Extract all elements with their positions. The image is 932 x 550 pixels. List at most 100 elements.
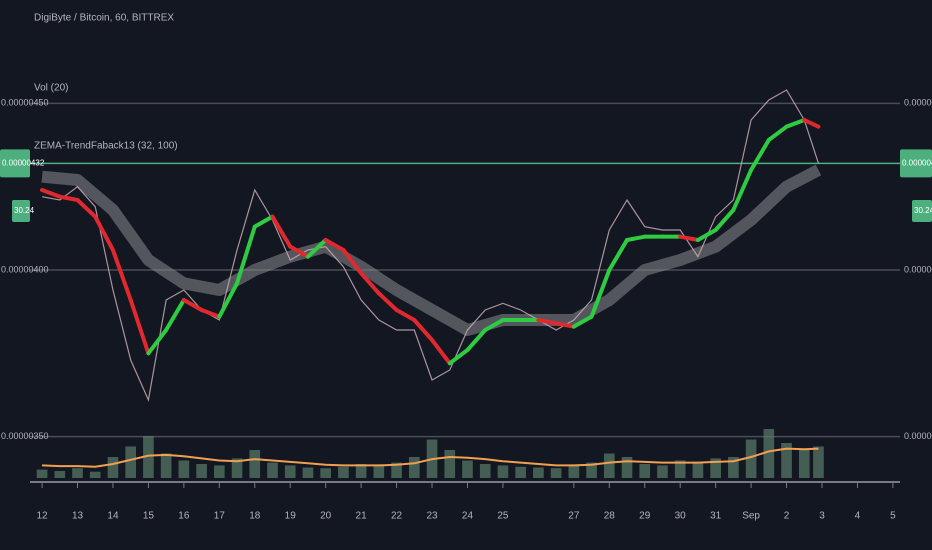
volume-bar [36,469,48,478]
volume-bar [54,471,66,478]
x-tick-label: 15 [143,511,155,522]
x-tick-label: 17 [214,511,226,522]
y-tick-label-left: 0.00000350 [1,431,49,441]
volume-bar [391,462,402,478]
volume-bar [586,462,597,478]
fast-line-segment [75,198,98,219]
volume-bar [355,464,367,478]
volume-title: Vol (20) [34,83,68,94]
volume-bar [267,462,278,478]
last-volume-badge [12,200,30,222]
last-volume-badge [912,200,932,222]
x-tick-label: 27 [568,511,580,522]
fast-line-segment [784,118,807,129]
fast-line-segment [270,214,293,249]
x-tick-label: 4 [855,511,861,522]
fast-line-segment [288,244,310,259]
x-tick-label: 22 [391,511,403,522]
fast-line-segment [447,348,470,366]
volume-bar [692,462,704,478]
fast-line-segment [376,291,399,312]
volume-bar [568,465,580,478]
volume-bar [462,460,473,478]
x-tick-label: 23 [426,511,438,522]
y-tick-label-left: 0.00000450 [1,98,49,108]
fast-line-segment [235,224,257,286]
fast-line-segment [536,318,559,326]
volume-bar [178,460,190,478]
volume-bar [160,453,172,478]
fast-line-segment [217,281,240,319]
volume-bar [603,453,615,478]
volume-bar [196,464,207,478]
fast-line-segment [483,318,505,332]
fast-line-segment [625,234,647,242]
fast-line-segment [802,118,821,129]
x-tick-label: 13 [72,511,84,522]
x-tick-label: 24 [462,511,474,522]
x-tick-label: 19 [285,511,297,522]
y-tick-label-left: 0.00000400 [1,264,49,274]
y-tick-label: 0.00000350 [904,431,932,441]
x-tick-label: 14 [107,511,119,522]
x-tick-label: 29 [639,511,651,522]
fast-line-segment [252,214,275,229]
fast-line-segment [359,271,381,296]
fast-line-segment [465,328,488,352]
x-tick-label: 2 [784,511,790,522]
volume-bar [657,465,668,478]
x-tick-label: 18 [249,511,261,522]
fast-line-segment [164,298,186,332]
x-tick-label: 20 [320,511,332,522]
volume-bar [533,467,544,478]
x-tick-label: 3 [819,511,825,522]
fast-line-segment [394,308,417,322]
last-price-badge [900,149,932,178]
volume-bar [89,471,101,478]
fast-line-segment [554,321,576,329]
volume-bar [72,468,83,478]
last-price-badge [0,149,30,178]
fast-line-segment [128,298,151,356]
volume-bar [408,457,420,478]
fast-line-segment [146,328,169,356]
price-line [41,89,820,403]
fast-line-segment [57,194,80,202]
volume-bar [302,467,314,478]
x-tick-label: 12 [36,511,48,522]
fast-line-segment [199,308,222,319]
fast-line-segment [695,228,718,242]
volume-bar [621,457,633,478]
y-tick-label: 0.00000400 [904,264,932,274]
fast-line-segment [412,318,435,342]
x-tick-label: 30 [675,511,687,522]
fast-line-segment [607,238,630,272]
volume-bar [107,457,119,478]
last-price-label: 0.00000432 [2,158,45,167]
fast-line-segment [341,248,364,276]
volume-bar [497,465,509,478]
fast-line-segment [110,248,133,302]
volume-bar [745,439,757,478]
x-tick-label: 31 [710,511,722,522]
volume-bar [639,464,651,478]
x-tick-label: 25 [497,511,509,522]
volume-bar [338,466,349,478]
fast-line-segment [323,238,346,252]
fast-line-segment [430,338,452,366]
last-price-label: 0.00000432 [902,158,932,167]
volume-bar [231,458,243,478]
volume-bar [125,446,137,478]
x-tick-label: 28 [604,511,616,522]
x-tick-label: 16 [178,511,190,522]
volume-bar [710,458,721,478]
fast-line-segment [749,138,771,172]
volume-bar [320,468,331,478]
volume-ma [42,447,819,468]
volume-bar [249,450,261,478]
chart-title: DigiByte / Bitcoin, 60, BITTREX [34,13,174,24]
last-volume-label: 30.24 [14,206,35,215]
fast-line-segment [731,168,754,212]
x-tick-label: 21 [356,511,368,522]
